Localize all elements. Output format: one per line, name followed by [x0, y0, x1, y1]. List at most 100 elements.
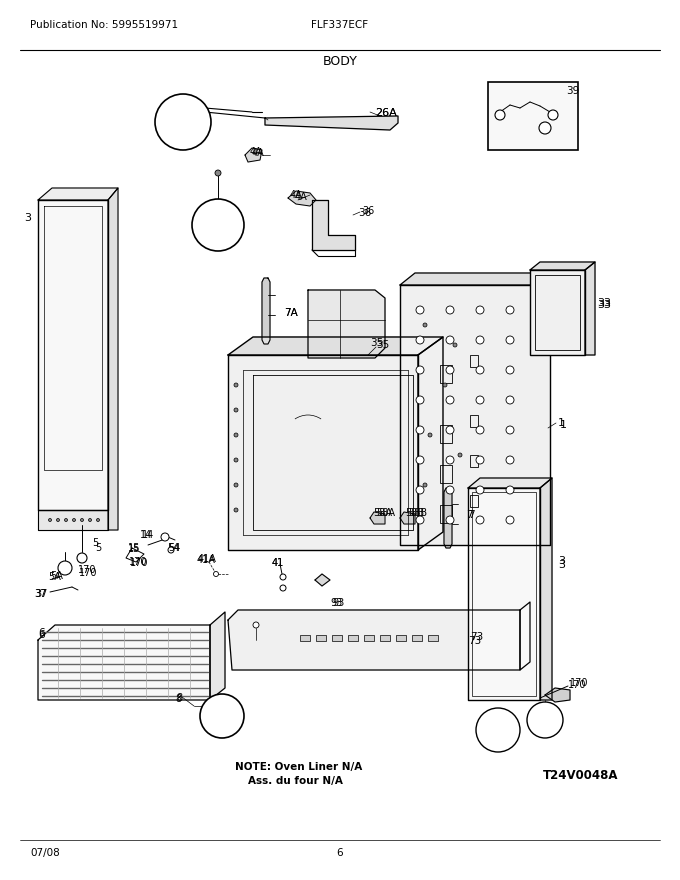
Circle shape — [416, 456, 424, 464]
Bar — [316, 635, 326, 641]
Text: 170: 170 — [568, 680, 586, 690]
Circle shape — [446, 366, 454, 374]
Text: 37: 37 — [34, 589, 46, 599]
Circle shape — [446, 426, 454, 434]
Text: 49: 49 — [212, 237, 224, 247]
Circle shape — [58, 561, 72, 575]
Bar — [412, 635, 422, 641]
Text: 93: 93 — [330, 598, 342, 608]
Bar — [472, 492, 536, 696]
Text: 26A: 26A — [375, 108, 396, 118]
Text: 8: 8 — [175, 694, 181, 704]
Polygon shape — [228, 610, 520, 670]
Text: 3: 3 — [558, 560, 565, 570]
Polygon shape — [308, 290, 385, 358]
Circle shape — [506, 426, 514, 434]
Text: T24V0048A: T24V0048A — [543, 769, 619, 782]
Polygon shape — [265, 116, 398, 130]
Bar — [470, 495, 478, 507]
Text: 3: 3 — [558, 556, 565, 566]
Circle shape — [215, 170, 221, 176]
Polygon shape — [585, 262, 595, 355]
Circle shape — [65, 518, 67, 522]
Circle shape — [506, 306, 514, 314]
Circle shape — [214, 571, 218, 576]
Circle shape — [234, 458, 238, 462]
Text: 43: 43 — [216, 728, 228, 738]
Circle shape — [506, 396, 514, 404]
Bar — [535, 275, 580, 350]
Text: 7: 7 — [466, 510, 473, 520]
Text: 33: 33 — [597, 298, 611, 308]
Bar — [440, 425, 452, 443]
Text: 5A: 5A — [48, 572, 61, 582]
Bar — [470, 355, 478, 367]
Polygon shape — [370, 512, 385, 524]
Polygon shape — [418, 337, 443, 550]
Circle shape — [476, 306, 484, 314]
Polygon shape — [540, 478, 552, 700]
Text: NOTE: Oven Liner N/A: NOTE: Oven Liner N/A — [235, 762, 362, 772]
Circle shape — [253, 622, 259, 628]
Bar — [488, 82, 578, 150]
Circle shape — [495, 110, 505, 120]
Text: 1: 1 — [560, 420, 567, 430]
Text: 07/08: 07/08 — [30, 848, 60, 858]
Text: 5: 5 — [95, 543, 101, 553]
Circle shape — [476, 396, 484, 404]
Bar — [396, 635, 406, 641]
Bar — [440, 465, 452, 483]
Circle shape — [234, 383, 238, 387]
Bar — [428, 635, 438, 641]
Bar — [470, 455, 478, 467]
Text: FLF337ECF: FLF337ECF — [311, 20, 369, 30]
Polygon shape — [520, 602, 530, 670]
Circle shape — [506, 486, 514, 494]
Text: 7A: 7A — [284, 308, 298, 318]
Text: 6: 6 — [38, 630, 45, 640]
Circle shape — [200, 694, 244, 738]
Text: 41: 41 — [272, 558, 284, 568]
Circle shape — [506, 336, 514, 344]
Bar — [348, 635, 358, 641]
Circle shape — [77, 553, 87, 563]
Bar — [380, 635, 390, 641]
Polygon shape — [288, 191, 316, 206]
Polygon shape — [400, 512, 415, 524]
Text: 41A: 41A — [197, 555, 216, 565]
Text: 58A: 58A — [376, 508, 395, 518]
Bar — [440, 365, 452, 383]
Circle shape — [506, 516, 514, 524]
Polygon shape — [545, 688, 570, 702]
Circle shape — [416, 336, 424, 344]
Circle shape — [548, 110, 558, 120]
Circle shape — [423, 323, 427, 327]
Circle shape — [476, 516, 484, 524]
Polygon shape — [38, 510, 108, 530]
Text: 6: 6 — [38, 628, 45, 638]
Text: 73: 73 — [468, 636, 481, 646]
Circle shape — [446, 336, 454, 344]
Text: 14: 14 — [140, 530, 152, 540]
Text: BODY: BODY — [322, 55, 358, 68]
Text: 93: 93 — [332, 598, 344, 608]
Circle shape — [458, 453, 462, 457]
Polygon shape — [108, 188, 118, 530]
Circle shape — [446, 516, 454, 524]
Text: 54: 54 — [167, 543, 180, 553]
Circle shape — [280, 574, 286, 580]
Circle shape — [506, 366, 514, 374]
Polygon shape — [400, 273, 565, 285]
Circle shape — [48, 518, 52, 522]
Circle shape — [73, 518, 75, 522]
Circle shape — [428, 433, 432, 437]
Text: 170: 170 — [78, 565, 97, 575]
Circle shape — [506, 456, 514, 464]
Text: 58B: 58B — [408, 508, 427, 518]
Bar — [332, 635, 342, 641]
Circle shape — [476, 708, 520, 752]
Polygon shape — [315, 574, 330, 586]
Circle shape — [443, 383, 447, 387]
Circle shape — [97, 518, 99, 522]
Circle shape — [192, 199, 244, 251]
